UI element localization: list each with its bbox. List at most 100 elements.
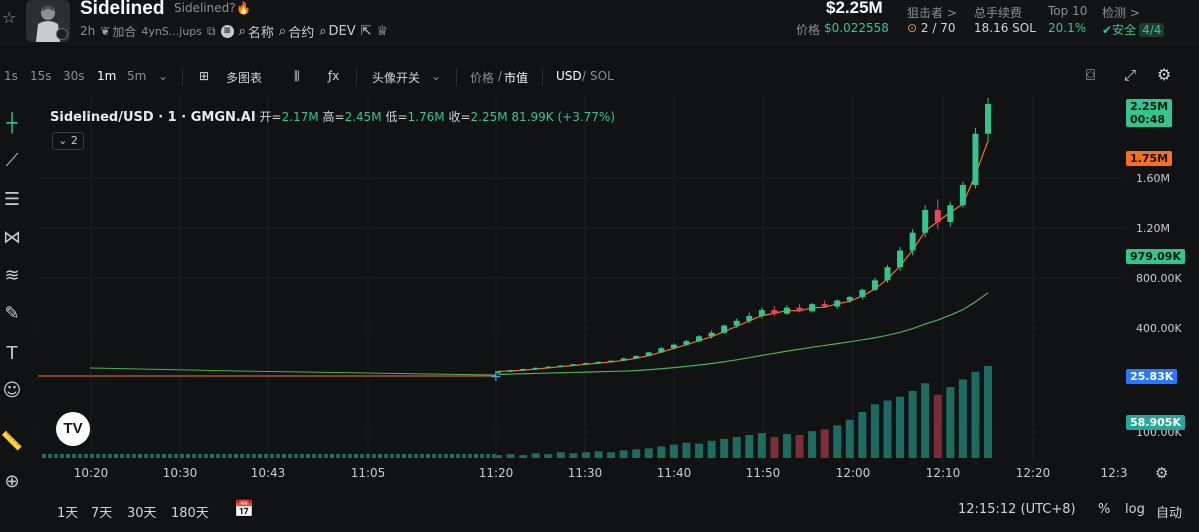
interval-1m[interactable]: 1m xyxy=(97,69,117,83)
collapse-count: 2 xyxy=(70,134,78,147)
token-avatar[interactable] xyxy=(26,0,70,42)
fib-icon[interactable]: ≋ xyxy=(4,264,20,286)
snipers-stat[interactable]: 狙击者 > ⊙ 2 / 70 xyxy=(907,4,957,35)
volume-bar xyxy=(156,454,160,458)
favorite-star-icon[interactable]: ☆ xyxy=(2,8,17,27)
volume-bar xyxy=(378,454,382,458)
volume-bar xyxy=(228,454,232,458)
time-tick: 11:40 xyxy=(656,466,692,480)
interval-5m[interactable]: 5m xyxy=(127,69,147,83)
price-axis[interactable]: 1.60M 1.20M 800.00K 400.00K 100.00K xyxy=(1126,96,1199,462)
zoom-in-icon[interactable]: ⊕ xyxy=(4,470,20,492)
target-icon: ⊙ xyxy=(907,21,918,35)
candle-body xyxy=(746,316,753,321)
search-dev-button[interactable]: ⌕ DEV xyxy=(319,24,355,39)
toolbar-divider xyxy=(356,68,357,86)
avatar-toggle-chevron-icon[interactable]: ⌄ xyxy=(431,69,442,83)
detect-stat[interactable]: 检测 > ✔安全 4/4 xyxy=(1102,4,1165,37)
candle-body xyxy=(507,370,514,372)
list-icon[interactable]: ≡ xyxy=(220,24,234,38)
volume-bar xyxy=(324,454,328,458)
crosshair-icon[interactable]: ┼ xyxy=(6,112,18,134)
interval-1s[interactable]: 1s xyxy=(4,69,18,83)
percent-toggle[interactable]: % xyxy=(1098,502,1111,517)
volume-bar xyxy=(240,454,244,458)
currency-usd[interactable]: USD xyxy=(556,69,582,83)
candles-icon[interactable]: ⫼ xyxy=(294,69,300,83)
text-tool-icon[interactable]: T xyxy=(6,342,18,364)
volume-bar xyxy=(180,454,184,458)
interval-30s[interactable]: 30s xyxy=(63,69,85,83)
range-180d[interactable]: 180天 xyxy=(171,506,209,521)
volume-bar xyxy=(581,452,590,458)
interval-dropdown-chevron-icon[interactable]: ⌄ xyxy=(158,69,169,83)
volume-bar xyxy=(556,452,565,458)
calendar-icon[interactable]: 📅 xyxy=(234,499,254,518)
volume-bar xyxy=(870,404,879,458)
pattern-icon[interactable]: ⋈ xyxy=(3,226,21,248)
axis-settings-gear-icon[interactable]: ⚙ xyxy=(1155,464,1169,482)
price-toggle[interactable]: 价格 xyxy=(470,71,495,85)
volume-bar xyxy=(632,449,641,458)
interval-15s[interactable]: 15s xyxy=(30,69,52,83)
volume-bar xyxy=(126,454,130,458)
copy-icon[interactable]: ⧉ xyxy=(207,23,216,38)
multi-chart-button[interactable]: 多图表 xyxy=(226,71,263,85)
volume-bar xyxy=(544,454,553,458)
crosshair-marker-icon: + xyxy=(490,369,502,385)
volume-bar xyxy=(222,454,226,458)
search-name-button[interactable]: ⌕ 名称 xyxy=(239,22,274,41)
candle-body xyxy=(884,267,891,281)
currency-sol[interactable]: SOL xyxy=(590,69,614,83)
token-address: 4ynS...jups xyxy=(141,24,203,38)
horizontal-lines-icon[interactable]: ☰ xyxy=(3,188,21,210)
time-tick: 10:30 xyxy=(162,466,198,480)
indicator-collapse-button[interactable]: ⌄ 2 xyxy=(52,132,84,150)
range-1d[interactable]: 1天 xyxy=(57,506,79,521)
brush-icon[interactable]: ✎ xyxy=(4,302,20,324)
external-link-icon[interactable]: ⇱ xyxy=(360,23,372,39)
ruler-icon[interactable]: 📏 xyxy=(0,430,24,452)
trend-line-icon[interactable]: ⟋ xyxy=(5,149,19,171)
legend-high: 2.45M xyxy=(344,110,382,124)
search-contract-button[interactable]: ⌕ 合约 xyxy=(279,22,314,41)
crown-icon[interactable]: ♕ xyxy=(376,23,389,39)
legend-change: 81.99K (+3.77%) xyxy=(511,110,615,124)
volume-bar xyxy=(474,454,478,458)
candle-body xyxy=(922,210,929,233)
volume-bar xyxy=(138,454,142,458)
time-tick: 10:20 xyxy=(73,466,109,480)
indicators-fx-icon[interactable]: ƒx xyxy=(328,69,340,83)
range-30d[interactable]: 30天 xyxy=(127,506,157,521)
volume-bar xyxy=(96,454,100,458)
mcap-toggle[interactable]: 市值 xyxy=(504,71,529,85)
volume-bar xyxy=(732,436,741,458)
price-tick: 1.20M xyxy=(1136,222,1170,235)
toggle-slash: / xyxy=(498,69,503,83)
clock-readout[interactable]: 12:15:12 (UTC+8) xyxy=(958,502,1076,517)
volume-bar xyxy=(366,454,370,458)
camera-icon[interactable]: ⌼ xyxy=(1086,66,1096,84)
emoji-icon[interactable]: ☺ xyxy=(2,379,22,401)
candle-body xyxy=(595,361,602,364)
price-chart[interactable]: + xyxy=(38,96,1126,462)
avatar-toggle-button[interactable]: 头像开关 xyxy=(372,71,421,85)
shield-check-icon: ✔ xyxy=(1102,23,1113,37)
auto-scale-toggle[interactable]: 自动 xyxy=(1156,506,1183,521)
time-axis[interactable]: 10:20 10:30 10:43 11:05 11:20 11:30 11:4… xyxy=(38,462,1128,486)
volume-bar xyxy=(282,454,286,458)
time-tick: 11:30 xyxy=(567,466,603,480)
add-chart-icon[interactable]: ⊞ xyxy=(199,69,210,83)
volume-bar xyxy=(306,454,310,458)
fullscreen-icon[interactable]: ⤢ xyxy=(1124,66,1137,84)
log-toggle[interactable]: log xyxy=(1125,502,1145,517)
settings-gear-icon[interactable]: ⚙ xyxy=(1157,65,1172,84)
toolbar-divider xyxy=(542,68,543,86)
detect-badge: 4/4 xyxy=(1139,23,1165,37)
range-7d[interactable]: 7天 xyxy=(91,506,113,521)
tradingview-logo[interactable]: TV xyxy=(56,412,90,446)
volume-bar xyxy=(480,454,484,458)
add-to-watch-button[interactable]: ❦ 加合 xyxy=(100,23,136,40)
volume-bar xyxy=(372,454,376,458)
volume-bar xyxy=(770,436,779,458)
